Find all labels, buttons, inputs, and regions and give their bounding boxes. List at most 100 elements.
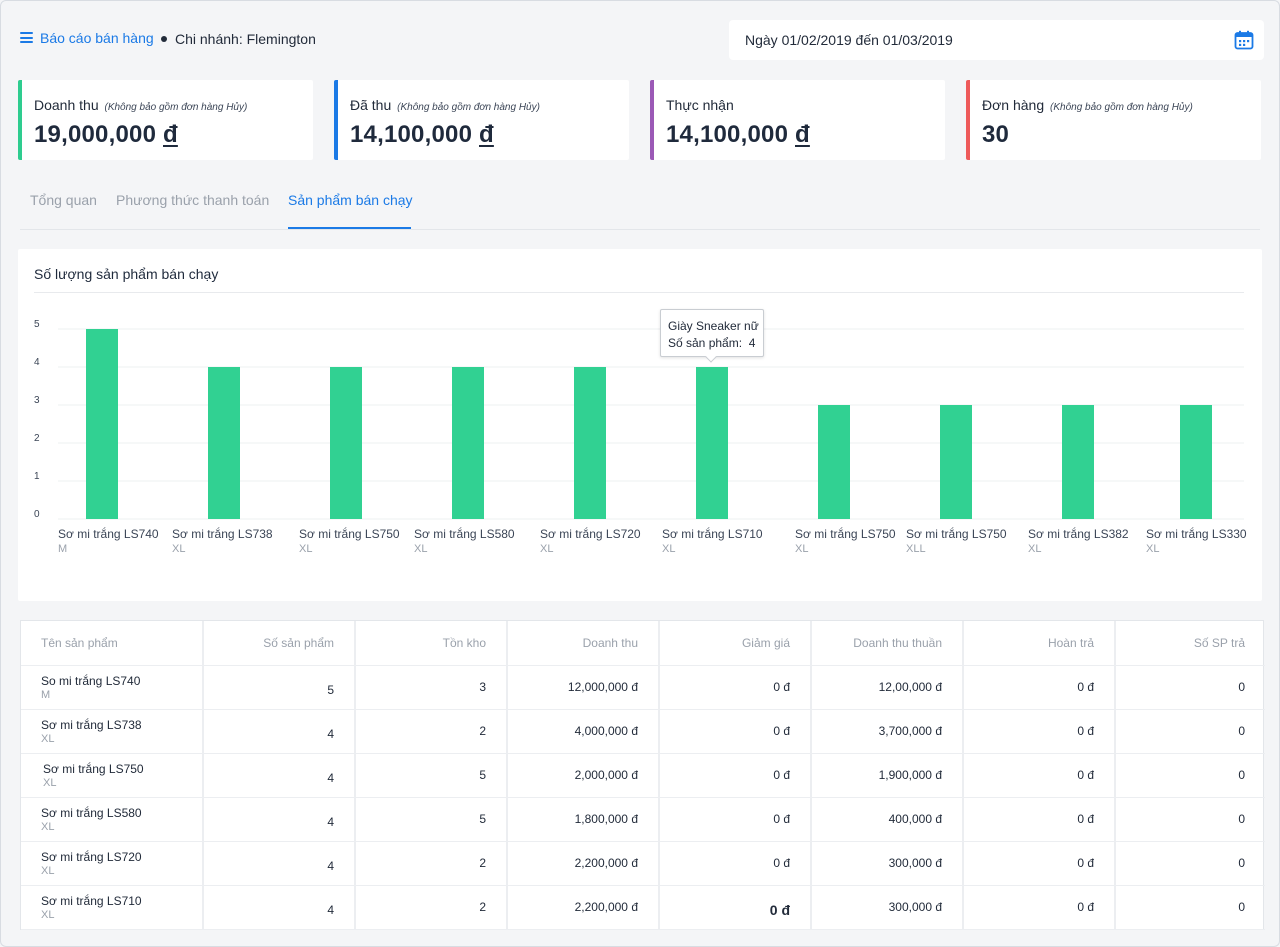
bar[interactable] bbox=[574, 367, 606, 519]
x-tick-label: Sơ mi trắng LS750 bbox=[795, 526, 896, 541]
x-tick-label: Sơ mi trắng LS710 bbox=[662, 526, 763, 541]
cell-refund: 0 đ bbox=[963, 709, 1116, 754]
x-tick-sublabel: XL bbox=[172, 543, 185, 555]
products-table: Tên sản phẩm Số sản phẩm Tồn kho Doanh t… bbox=[20, 620, 1265, 930]
x-tick-sublabel: XL bbox=[662, 543, 675, 555]
col-product-name[interactable]: Tên sản phẩm bbox=[21, 621, 204, 666]
table-header-row: Tên sản phẩm Số sản phẩm Tồn kho Doanh t… bbox=[21, 621, 1265, 666]
x-tick-sublabel: XL bbox=[1028, 543, 1041, 555]
col-refund[interactable]: Hoàn trả bbox=[963, 621, 1116, 666]
bar[interactable] bbox=[208, 367, 240, 519]
cell-discount: 0 đ bbox=[659, 841, 812, 886]
cell-discount: 0 đ bbox=[659, 665, 812, 710]
cell-net-revenue: 1,900,000 đ bbox=[811, 753, 964, 798]
chart-divider bbox=[34, 292, 1244, 293]
active-tab-indicator bbox=[288, 227, 411, 229]
cell-stock: 3 bbox=[355, 665, 508, 710]
kpi-accent-bar bbox=[650, 80, 654, 160]
tab-best-sellers[interactable]: Sản phẩm bán chạy bbox=[288, 192, 413, 208]
kpi-label: Thực nhận bbox=[666, 97, 734, 113]
bar[interactable] bbox=[86, 329, 118, 519]
bar-chart: 0 1 2 3 4 5 Sơ mi trắng LS740 M Sơ mi trắng LS73… bbox=[34, 319, 1247, 555]
bar[interactable] bbox=[330, 367, 362, 519]
cell-discount: 0 đ bbox=[659, 885, 812, 930]
y-tick-label: 2 bbox=[34, 433, 40, 444]
kpi-accent-bar bbox=[334, 80, 338, 160]
cell-revenue: 2,000,000 đ bbox=[507, 753, 660, 798]
bar[interactable] bbox=[1062, 405, 1094, 519]
breadcrumb-separator bbox=[161, 36, 167, 42]
tooltip-value: Số sản phẩm: 4 bbox=[668, 336, 756, 350]
cell-refund: 0 đ bbox=[963, 841, 1116, 886]
cell-refund: 0 đ bbox=[963, 753, 1116, 798]
cell-refund: 0 đ bbox=[963, 797, 1116, 842]
kpi-value: 14,100,000 đ bbox=[666, 121, 810, 148]
cell-quantity: 4 bbox=[203, 797, 356, 842]
y-tick-label: 4 bbox=[34, 357, 40, 368]
cell-stock: 2 bbox=[355, 841, 508, 886]
col-returned-qty[interactable]: Số SP trả bbox=[1115, 621, 1265, 666]
calendar-icon[interactable] bbox=[1234, 30, 1254, 50]
product-name: Sơ mi trắng LS750 bbox=[43, 761, 144, 776]
date-range-picker[interactable]: Ngày 01/02/2019 đến 01/03/2019 bbox=[729, 20, 1264, 60]
cell-stock: 5 bbox=[355, 797, 508, 842]
kpi-accent-bar bbox=[966, 80, 970, 160]
bar[interactable] bbox=[1180, 405, 1212, 519]
cell-stock: 2 bbox=[355, 709, 508, 754]
bar[interactable] bbox=[940, 405, 972, 519]
cell-returned: 0 bbox=[1115, 885, 1265, 930]
top-bar: Báo cáo bán hàng Chi nhánh: Flemington N… bbox=[20, 20, 1264, 60]
cell-revenue: 4,000,000 đ bbox=[507, 709, 660, 754]
best-sellers-chart-card: Số lượng sản phẩm bán chạy 0 1 2 3 4 5 Sơ mi t… bbox=[18, 249, 1262, 601]
cell-product: Sơ mi trắng LS720 XL bbox=[21, 841, 204, 886]
x-tick-label: Sơ mi trắng LS738 bbox=[172, 526, 273, 541]
tab-payment-methods[interactable]: Phương thức thanh toán bbox=[116, 192, 270, 208]
chart-tooltip: Giày Sneaker nữ Số sản phẩm: 4 bbox=[660, 309, 764, 363]
cell-discount: 0 đ bbox=[659, 753, 812, 798]
report-tabs: Tổng quan Phương thức thanh toán Sản phẩ… bbox=[20, 180, 1260, 230]
cell-returned: 0 bbox=[1115, 753, 1265, 798]
x-tick-label: Sơ mi trắng LS750 bbox=[906, 526, 1007, 541]
col-revenue[interactable]: Doanh thu bbox=[507, 621, 660, 666]
x-tick-label: Sơ mi trắng LS740 bbox=[58, 526, 159, 541]
cell-product: Sơ mi trắng LS710 XL bbox=[21, 885, 204, 930]
kpi-accent-bar bbox=[18, 80, 22, 160]
bar[interactable] bbox=[696, 367, 728, 519]
cell-discount: 0 đ bbox=[659, 797, 812, 842]
col-discount[interactable]: Giảm giá bbox=[659, 621, 812, 666]
bar[interactable] bbox=[818, 405, 850, 519]
kpi-card-received: Thực nhận 14,100,000 đ bbox=[650, 80, 945, 160]
breadcrumb-sales-report[interactable]: Báo cáo bán hàng bbox=[40, 30, 154, 46]
cell-net-revenue: 12,00,000 đ bbox=[811, 665, 964, 710]
menu-icon[interactable] bbox=[20, 32, 33, 43]
date-range-text: Ngày 01/02/2019 đến 01/03/2019 bbox=[745, 32, 953, 48]
bar[interactable] bbox=[452, 367, 484, 519]
cell-quantity: 4 bbox=[203, 841, 356, 886]
product-variant: XL bbox=[41, 820, 55, 833]
cell-revenue: 2,200,000 đ bbox=[507, 885, 660, 930]
cell-net-revenue: 300,000 đ bbox=[811, 885, 964, 930]
product-variant: XL bbox=[41, 908, 55, 921]
kpi-card-collected: Đã thu (Không bảo gồm đơn hàng Hủy) 14,1… bbox=[334, 80, 629, 160]
tooltip-title: Giày Sneaker nữ bbox=[668, 319, 759, 333]
col-net-revenue[interactable]: Doanh thu thuần bbox=[811, 621, 964, 666]
col-stock[interactable]: Tồn kho bbox=[355, 621, 508, 666]
product-variant: XL bbox=[41, 732, 55, 745]
x-tick-sublabel: M bbox=[58, 543, 67, 555]
cell-returned: 0 bbox=[1115, 841, 1265, 886]
product-variant: XL bbox=[41, 864, 55, 877]
y-tick-label: 0 bbox=[34, 509, 40, 520]
col-quantity[interactable]: Số sản phẩm bbox=[203, 621, 356, 666]
product-variant: XL bbox=[43, 776, 57, 789]
kpi-value: 19,000,000 đ bbox=[34, 121, 178, 148]
kpi-label: Doanh thu (Không bảo gồm đơn hàng Hủy) bbox=[34, 97, 248, 113]
x-tick-label: Sơ mi trắng LS330 bbox=[1146, 526, 1247, 541]
x-tick-sublabel: XL bbox=[540, 543, 553, 555]
tab-overview[interactable]: Tổng quan bbox=[30, 192, 97, 208]
